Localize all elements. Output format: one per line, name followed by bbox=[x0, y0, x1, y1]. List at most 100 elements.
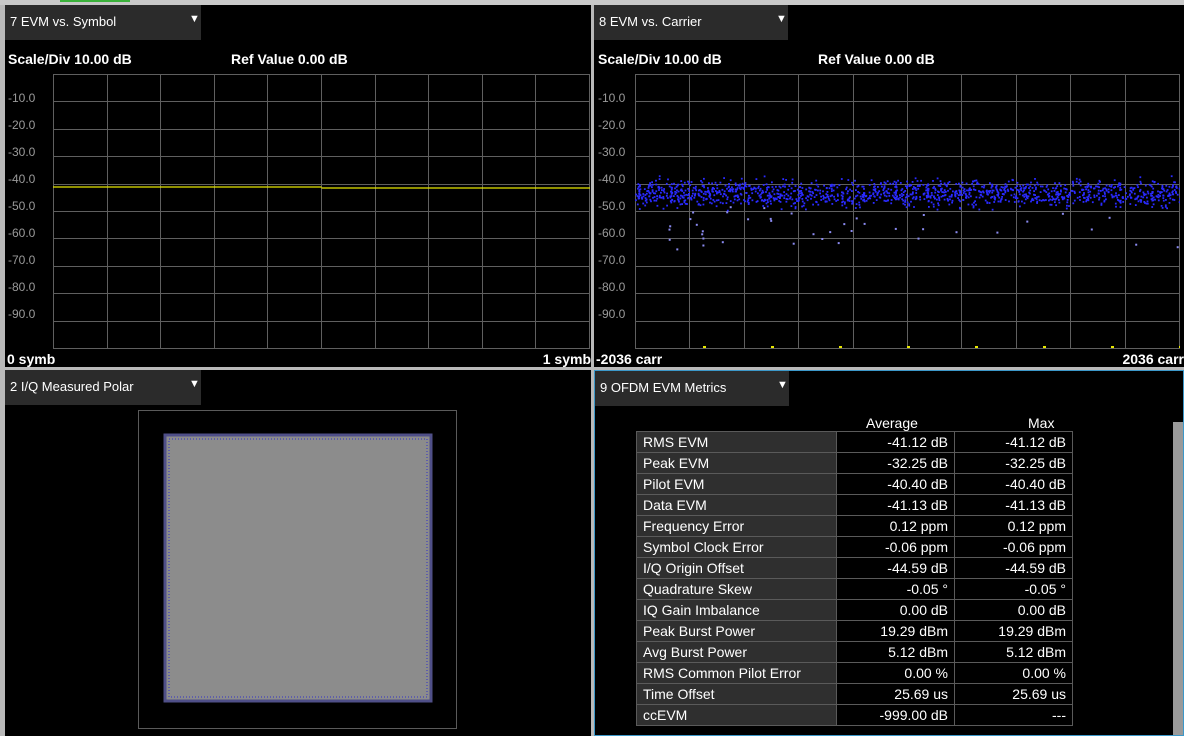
evm-carrier-point bbox=[1067, 193, 1070, 196]
evm-carrier-point bbox=[1172, 190, 1174, 193]
evm-carrier-point bbox=[1025, 183, 1028, 186]
evm-carrier-point bbox=[1000, 198, 1003, 201]
evm-carrier-point bbox=[894, 191, 897, 193]
evm-carrier-point bbox=[927, 192, 929, 194]
evm-carrier-point bbox=[1056, 185, 1059, 187]
evm-carrier-point bbox=[1022, 184, 1025, 187]
evm-carrier-point bbox=[1110, 185, 1113, 188]
evm-carrier-point bbox=[939, 185, 942, 187]
evm-carrier-point bbox=[704, 193, 707, 196]
evm-carrier-point bbox=[671, 192, 674, 194]
metric-average-value: -41.13 dB bbox=[836, 494, 955, 516]
evm-carrier-point bbox=[712, 199, 715, 201]
evm-carrier-point bbox=[997, 193, 1000, 195]
evm-carrier-point bbox=[694, 187, 697, 190]
evm-carrier-point bbox=[803, 202, 806, 205]
evm-carrier-point bbox=[851, 202, 853, 205]
evm-carrier-point bbox=[695, 189, 698, 192]
evm-carrier-point bbox=[798, 190, 801, 193]
evm-carrier-point bbox=[925, 186, 928, 189]
evm-carrier-point bbox=[651, 183, 654, 186]
evm-carrier-point bbox=[951, 199, 954, 202]
pane-evm-vs-symbol[interactable]: 7 EVM vs. Symbol ▼ Scale/Div 10.00 dB Re… bbox=[5, 5, 591, 367]
evm-carrier-point bbox=[1082, 188, 1085, 191]
evm-carrier-point bbox=[934, 189, 937, 191]
evm-carrier-point bbox=[1104, 195, 1106, 198]
evm-carrier-point bbox=[946, 198, 949, 200]
evm-carrier-point bbox=[796, 188, 799, 191]
evm-carrier-point bbox=[779, 197, 781, 199]
evm-carrier-point bbox=[1119, 200, 1121, 203]
evm-carrier-point bbox=[1132, 188, 1135, 191]
evm-carrier-point bbox=[982, 190, 984, 193]
pane-title-tab[interactable]: 9 OFDM EVM Metrics ▼ bbox=[595, 371, 789, 406]
evm-carrier-point bbox=[1025, 186, 1027, 188]
pane-evm-vs-carrier[interactable]: 8 EVM vs. Carrier ▼ Scale/Div 10.00 dB R… bbox=[594, 5, 1184, 367]
evm-carrier-point bbox=[680, 194, 682, 197]
pilot-marker bbox=[975, 346, 978, 348]
evm-carrier-point bbox=[959, 191, 961, 194]
evm-carrier-point bbox=[906, 201, 909, 204]
evm-carrier-point bbox=[1023, 187, 1025, 190]
evm-carrier-point bbox=[782, 185, 784, 188]
evm-carrier-point bbox=[1123, 186, 1126, 188]
evm-carrier-point bbox=[959, 190, 961, 192]
evm-carrier-point bbox=[1119, 201, 1122, 204]
evm-carrier-point bbox=[679, 197, 682, 200]
evm-carrier-point bbox=[740, 177, 743, 180]
evm-carrier-point bbox=[1133, 187, 1136, 189]
evm-carrier-point bbox=[728, 185, 730, 188]
evm-carrier-point bbox=[1152, 196, 1155, 199]
evm-carrier-point bbox=[703, 186, 705, 189]
dropdown-arrow-icon[interactable]: ▼ bbox=[189, 13, 200, 25]
evm-carrier-point bbox=[1041, 185, 1044, 188]
y-tick: -60.0 bbox=[8, 226, 36, 240]
evm-carrier-point bbox=[657, 185, 660, 188]
evm-carrier-point bbox=[967, 189, 970, 192]
evm-carrier-point bbox=[695, 185, 697, 188]
evm-carrier-point bbox=[1073, 190, 1076, 193]
evm-carrier-point bbox=[645, 201, 648, 204]
pane-title-tab[interactable]: 8 EVM vs. Carrier ▼ bbox=[594, 5, 788, 40]
evm-carrier-point bbox=[1176, 193, 1179, 196]
evm-carrier-point bbox=[863, 192, 865, 194]
pane-ofdm-evm-metrics[interactable]: 9 OFDM EVM Metrics ▼ Average Max RMS EVM… bbox=[594, 370, 1184, 736]
dropdown-arrow-icon[interactable]: ▼ bbox=[777, 379, 788, 391]
evm-carrier-point bbox=[1064, 188, 1067, 190]
evm-carrier-point bbox=[949, 188, 952, 190]
dropdown-arrow-icon[interactable]: ▼ bbox=[189, 378, 200, 390]
metric-label: Time Offset bbox=[636, 683, 837, 705]
evm-carrier-point bbox=[912, 186, 915, 188]
evm-carrier-point bbox=[1136, 184, 1139, 187]
evm-carrier-point bbox=[649, 198, 652, 201]
evm-carrier-point bbox=[906, 185, 909, 188]
evm-carrier-point bbox=[1058, 201, 1061, 204]
evm-carrier-point bbox=[653, 196, 656, 198]
evm-carrier-point bbox=[1036, 202, 1038, 204]
pilot-marker bbox=[703, 346, 706, 348]
evm-carrier-point bbox=[1168, 202, 1171, 204]
evm-carrier-point bbox=[902, 194, 905, 196]
dropdown-arrow-icon[interactable]: ▼ bbox=[776, 13, 787, 25]
evm-carrier-point bbox=[863, 200, 866, 203]
evm-carrier-point bbox=[1037, 195, 1040, 198]
evm-carrier-point bbox=[899, 196, 901, 199]
metric-label: Frequency Error bbox=[636, 515, 837, 537]
evm-carrier-point bbox=[976, 182, 978, 185]
evm-carrier-point bbox=[787, 194, 790, 197]
evm-carrier-point bbox=[1146, 196, 1148, 199]
evm-carrier-point bbox=[1017, 200, 1020, 203]
evm-carrier-point bbox=[999, 200, 1002, 202]
evm-carrier-point bbox=[805, 188, 808, 191]
pane-title-tab[interactable]: 2 I/Q Measured Polar ▼ bbox=[5, 370, 201, 405]
metric-row: ccEVM -999.00 dB --- bbox=[636, 704, 1073, 726]
evm-carrier-point bbox=[865, 199, 868, 202]
evm-carrier-point bbox=[1118, 182, 1121, 185]
y-tick: -20.0 bbox=[8, 118, 36, 132]
pane-iq-measured-polar[interactable]: 2 I/Q Measured Polar ▼ bbox=[5, 370, 591, 736]
vertical-scrollbar[interactable] bbox=[1173, 422, 1183, 735]
evm-carrier-point bbox=[648, 184, 651, 186]
pane-title-tab[interactable]: 7 EVM vs. Symbol ▼ bbox=[5, 5, 201, 40]
evm-carrier-point bbox=[1162, 199, 1165, 202]
evm-carrier-point bbox=[697, 193, 700, 196]
